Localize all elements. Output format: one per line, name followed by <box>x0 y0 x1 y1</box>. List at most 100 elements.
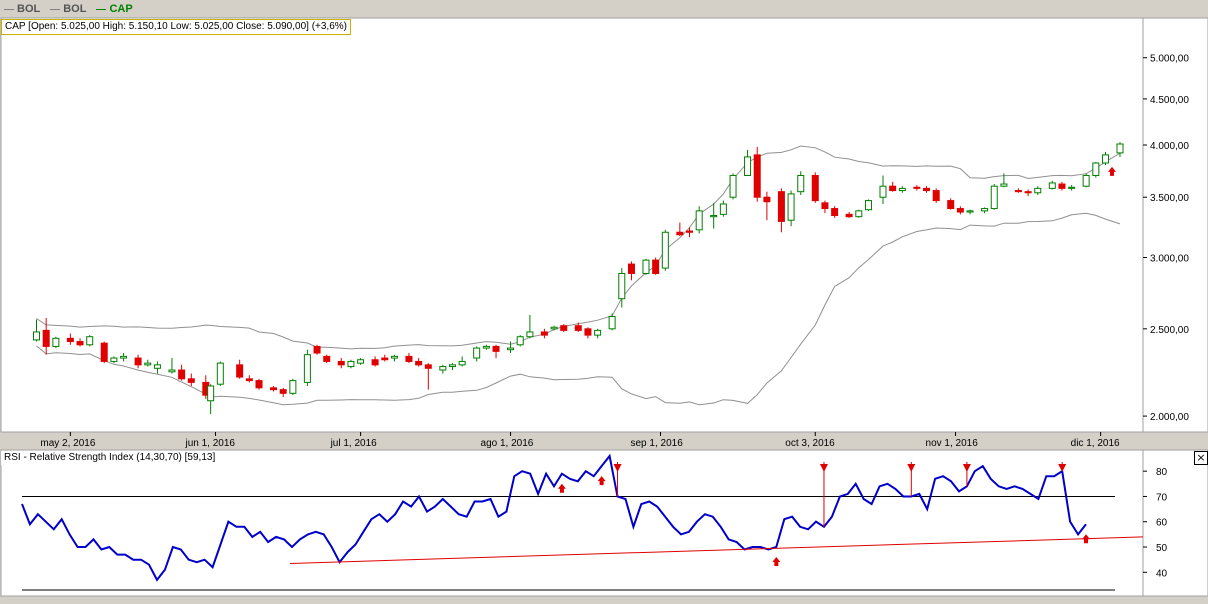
candle-body <box>289 380 297 394</box>
candle-body <box>932 190 940 202</box>
candle-body <box>1024 191 1032 194</box>
candle-body <box>405 355 413 362</box>
candle-body <box>1116 143 1124 154</box>
buy-signal-arrow-icon <box>772 557 781 567</box>
candle-body <box>168 369 176 373</box>
candle-body <box>492 345 500 352</box>
legend-label: BOL <box>63 3 87 15</box>
rsi-tick-label: 80 <box>1156 467 1168 478</box>
price-tick-label: 3.000,00 <box>1150 254 1189 265</box>
rsi-tick-label: 50 <box>1156 543 1168 554</box>
candle-body <box>729 174 737 198</box>
candle-body <box>744 156 752 176</box>
close-icon[interactable]: × <box>1194 451 1208 465</box>
rsi-tick-label: 40 <box>1156 568 1168 579</box>
legend-swatch <box>96 8 107 10</box>
candle-body <box>627 263 635 274</box>
candle-body <box>710 215 718 218</box>
candle-body <box>797 174 805 193</box>
candle-body <box>956 208 964 213</box>
candle-body <box>42 329 50 347</box>
candle-body <box>821 202 829 210</box>
date-tick-label: oct 3, 2016 <box>785 438 835 449</box>
legend-item-cap[interactable]: CAP <box>96 3 133 15</box>
candle-body <box>594 329 602 336</box>
candle-body <box>313 345 321 354</box>
candle-body <box>981 208 989 212</box>
legend-label: CAP <box>109 3 133 15</box>
candle-body <box>1092 162 1100 176</box>
candle-body <box>347 360 355 368</box>
candle-body <box>831 208 839 217</box>
candle-body <box>448 364 456 368</box>
candle-body <box>279 389 287 394</box>
candle-body <box>458 360 466 366</box>
candle-body <box>390 355 398 359</box>
candle-body <box>270 387 278 391</box>
candle-body <box>753 154 761 198</box>
candle-body <box>1101 154 1109 164</box>
candle-body <box>550 326 558 330</box>
price-tick-label: 4.500,00 <box>1150 95 1189 106</box>
price-tick-label: 5.000,00 <box>1150 54 1189 65</box>
candle-body <box>763 196 771 203</box>
candle-body <box>66 337 74 343</box>
rsi-tick-label: 70 <box>1156 492 1168 503</box>
candle-body <box>33 331 41 341</box>
candle-body <box>676 231 684 236</box>
candle-body <box>120 355 128 359</box>
price-buy-arrow-icon <box>1108 166 1116 176</box>
buy-signal-arrow-icon <box>597 476 606 486</box>
date-tick-label: ago 1, 2016 <box>481 438 534 449</box>
candle-body <box>889 185 897 192</box>
candle-body <box>540 331 548 336</box>
candle-body <box>719 203 727 215</box>
candle-body <box>110 357 118 362</box>
date-tick-label: sep 1, 2016 <box>630 438 683 449</box>
candle-body <box>100 342 108 362</box>
date-tick-label: jun 1, 2016 <box>184 438 235 449</box>
candle-body <box>1000 183 1008 187</box>
rsi-trendline <box>289 536 1144 564</box>
price-tick-label: 2.000,00 <box>1150 412 1189 423</box>
candle-body <box>990 185 998 210</box>
legend-swatch <box>4 8 14 10</box>
candle-body <box>777 191 785 222</box>
candle-body <box>618 272 626 300</box>
candle-body <box>560 325 568 331</box>
candle-body <box>686 230 694 233</box>
candle-body <box>811 174 819 202</box>
rsi-tick-label: 60 <box>1156 518 1168 529</box>
date-tick-label: nov 1, 2016 <box>926 438 979 449</box>
candle-body <box>207 385 215 402</box>
sell-signal-arrow-icon <box>907 464 916 472</box>
candle-body <box>947 200 955 210</box>
candle-body <box>245 378 253 382</box>
rsi-axis-panel <box>1142 449 1208 597</box>
candle-body <box>879 185 887 198</box>
date-tick-label: dic 1, 2016 <box>1071 438 1120 449</box>
candle-body <box>415 360 423 366</box>
rsi-line <box>21 453 1087 582</box>
candle-body <box>439 366 447 371</box>
buy-signal-arrow-icon <box>557 483 566 493</box>
candle-body <box>652 259 660 274</box>
price-axis-panel <box>1142 17 1208 433</box>
candle-body <box>473 347 481 359</box>
price-tick-label: 4.000,00 <box>1150 141 1189 152</box>
legend-swatch <box>50 8 61 10</box>
date-tick-label: may 2, 2016 <box>40 438 95 449</box>
legend-item-bol-upper[interactable]: BOL <box>4 3 40 15</box>
sell-signal-arrow-icon <box>819 464 828 472</box>
price-tick-label: 2.500,00 <box>1150 325 1189 336</box>
sell-signal-arrow-icon <box>1058 464 1067 472</box>
candle-body <box>424 364 432 369</box>
sell-signal-arrow-icon <box>613 464 622 472</box>
candle-body <box>134 357 142 366</box>
candle-body <box>323 355 331 362</box>
candle-body <box>1048 182 1056 189</box>
legend-item-bol-lower[interactable]: BOL <box>50 3 86 15</box>
candle-body <box>381 357 389 361</box>
candle-body <box>516 336 524 346</box>
